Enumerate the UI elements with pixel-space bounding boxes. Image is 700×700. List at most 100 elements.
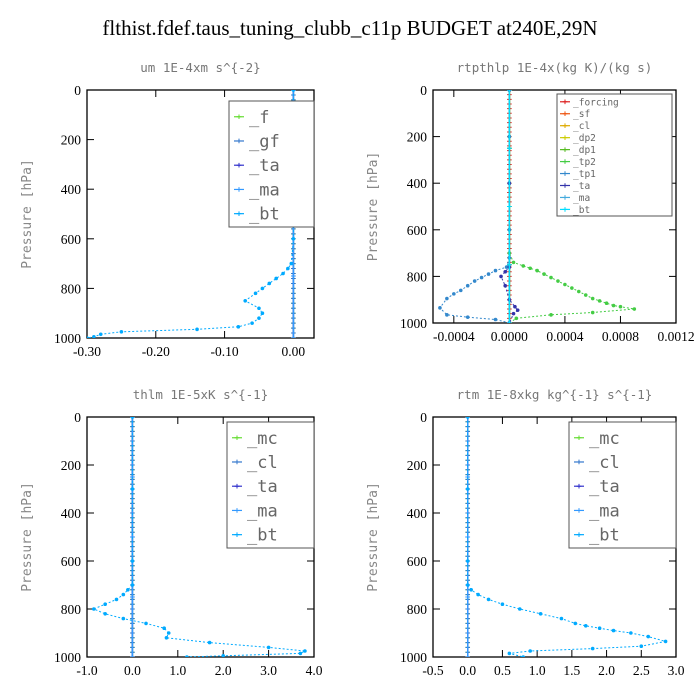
data-point bbox=[236, 325, 241, 329]
data-point bbox=[507, 262, 512, 268]
legend-label: _tp1 bbox=[573, 169, 596, 180]
legend-box bbox=[556, 93, 673, 217]
y-tick-label: 800 bbox=[407, 269, 428, 284]
x-tick-label: 0.0 bbox=[124, 663, 141, 678]
data-point bbox=[162, 626, 166, 630]
x-tick-label: 0.0004 bbox=[546, 329, 583, 344]
data-point bbox=[583, 624, 588, 628]
data-point bbox=[528, 266, 532, 271]
y-axis-label: Pressure [hPa] bbox=[20, 482, 35, 592]
data-point bbox=[243, 299, 248, 303]
data-point bbox=[257, 306, 261, 311]
data-point bbox=[493, 317, 498, 322]
legend-label: _bt bbox=[589, 526, 620, 546]
legend-marker bbox=[576, 532, 582, 537]
data-point bbox=[303, 649, 307, 653]
legend-label: _ta bbox=[589, 477, 620, 497]
data-point bbox=[250, 321, 254, 325]
data-point bbox=[590, 296, 595, 301]
legend-label: _ta bbox=[249, 156, 280, 176]
data-point bbox=[207, 640, 212, 645]
data-point bbox=[130, 487, 135, 491]
y-tick-label: 600 bbox=[407, 223, 428, 238]
legend-marker bbox=[562, 147, 568, 152]
y-tick-label: 800 bbox=[61, 281, 82, 296]
legend-label: _f bbox=[249, 108, 269, 128]
data-point bbox=[514, 316, 519, 321]
legend-label: _mc bbox=[247, 429, 278, 449]
y-tick-label: 1000 bbox=[400, 316, 427, 331]
data-point bbox=[604, 301, 609, 305]
panel-title: rtpthlp 1E-4x(kg K)/(kg s) bbox=[457, 60, 653, 75]
y-axis-label: Pressure [hPa] bbox=[20, 159, 35, 269]
data-point bbox=[144, 621, 148, 626]
data-point bbox=[103, 612, 107, 616]
data-point bbox=[87, 336, 89, 338]
data-point bbox=[452, 292, 456, 296]
x-tick-label: -0.5 bbox=[422, 663, 444, 678]
legend-marker bbox=[562, 207, 568, 212]
legend-box bbox=[228, 100, 315, 228]
data-point bbox=[590, 310, 595, 315]
data-point bbox=[130, 417, 135, 419]
legend-label: _ta bbox=[573, 181, 590, 192]
y-tick-label: 0 bbox=[74, 410, 81, 425]
data-point bbox=[291, 237, 296, 241]
panel-title: um 1E-4xm s^{-2} bbox=[140, 60, 260, 75]
legend-marker bbox=[234, 508, 240, 513]
data-point bbox=[130, 594, 135, 600]
data-point bbox=[611, 628, 616, 633]
data-point bbox=[507, 90, 512, 93]
data-point bbox=[291, 273, 296, 279]
legend-marker bbox=[576, 508, 582, 513]
legend-label: _ma bbox=[573, 193, 590, 204]
legend-label: _mc bbox=[589, 429, 620, 449]
x-tick-label: 0.0012 bbox=[657, 329, 694, 344]
data-point bbox=[542, 272, 546, 276]
data-point bbox=[458, 288, 463, 293]
x-tick-label: -1.0 bbox=[76, 663, 98, 678]
data-point bbox=[438, 306, 442, 310]
legend-marker bbox=[562, 171, 568, 176]
data-point bbox=[119, 330, 124, 334]
series-line-bt bbox=[467, 417, 666, 657]
data-point bbox=[646, 634, 651, 639]
y-tick-label: 0 bbox=[420, 83, 427, 98]
data-point bbox=[257, 316, 261, 320]
data-point bbox=[472, 279, 477, 283]
data-point bbox=[130, 654, 135, 657]
legend-label: _ta bbox=[247, 477, 278, 497]
legend-label: _dp2 bbox=[573, 133, 596, 144]
data-point bbox=[549, 313, 553, 317]
y-tick-label: 600 bbox=[61, 232, 82, 247]
x-tick-label: 1.0 bbox=[529, 663, 546, 678]
legend-marker bbox=[562, 111, 568, 117]
legend-marker bbox=[234, 435, 240, 441]
data-point bbox=[465, 315, 470, 319]
legend-label: _ma bbox=[249, 180, 280, 200]
data-point bbox=[507, 651, 512, 656]
x-tick-label: 3.0 bbox=[260, 663, 277, 678]
x-tick-label: -0.20 bbox=[142, 344, 170, 359]
data-point bbox=[281, 271, 285, 276]
data-point bbox=[521, 655, 526, 657]
y-tick-label: 600 bbox=[407, 554, 428, 569]
y-tick-label: 200 bbox=[61, 458, 82, 473]
y-tick-label: 600 bbox=[61, 554, 82, 569]
data-point bbox=[469, 588, 473, 592]
data-point bbox=[164, 636, 169, 640]
data-point bbox=[563, 282, 567, 287]
data-point bbox=[504, 265, 509, 269]
legend-label: _cl bbox=[573, 121, 590, 132]
x-tick-label: 0.0 bbox=[459, 663, 476, 678]
legend-label: _bt bbox=[247, 526, 278, 546]
legend-marker bbox=[236, 187, 242, 192]
data-point bbox=[298, 651, 303, 656]
legend-label: _ma bbox=[589, 501, 620, 521]
legend-marker bbox=[236, 162, 242, 168]
data-point bbox=[521, 264, 526, 268]
data-point bbox=[517, 607, 522, 611]
legend-label: _bt bbox=[249, 205, 280, 225]
data-point bbox=[114, 597, 119, 602]
legend-marker bbox=[562, 123, 568, 128]
